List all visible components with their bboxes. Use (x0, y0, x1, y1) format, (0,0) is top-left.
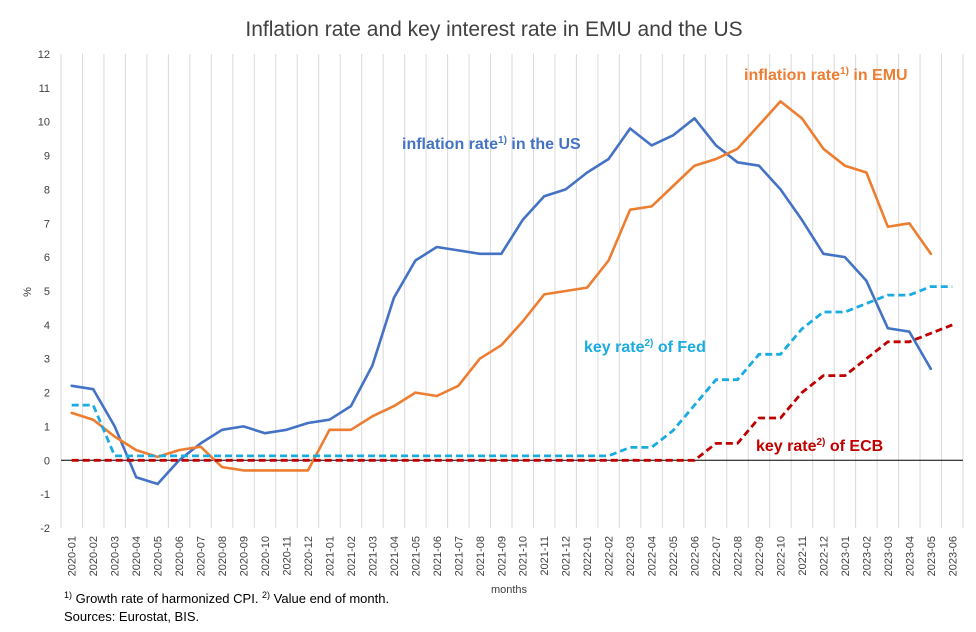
x-tick-label: 2023-01 (840, 536, 852, 576)
y-tick-label: 6 (44, 252, 50, 264)
y-tick-label: 2 (44, 388, 50, 400)
x-tick-label: 2020-05 (153, 536, 165, 576)
series-label-suffix: of Fed (653, 339, 705, 356)
y-tick-label: 12 (38, 49, 50, 61)
x-tick-label: 2020-04 (131, 536, 143, 576)
x-tick-label: 2021-02 (346, 536, 358, 576)
y-tick-label: 4 (44, 320, 50, 332)
series-line-emu_inflation (70, 100, 933, 472)
y-tick-label: 1 (44, 421, 50, 433)
x-tick-label: 2022-02 (604, 536, 616, 576)
x-tick-label: 2022-03 (625, 536, 637, 576)
x-tick-label: 2020-07 (196, 536, 208, 576)
series-label-name: inflation rate (402, 136, 498, 153)
footnote-superscript: 2) (262, 590, 270, 600)
x-tick-label: 2022-10 (775, 536, 787, 576)
x-tick-label: 2022-12 (818, 536, 830, 576)
y-tick-label: 11 (39, 83, 50, 95)
x-tick-label: 2021-06 (432, 536, 444, 576)
x-tick-label: 2021-04 (389, 536, 401, 576)
x-tick-label: 2022-01 (582, 536, 594, 576)
x-tick-label: 2021-01 (324, 536, 336, 576)
x-tick-label: 2020-08 (217, 536, 229, 576)
y-tick-label: -2 (40, 523, 50, 535)
x-tick-label: 2021-07 (453, 536, 465, 576)
footnote-text: Value end of month. (270, 591, 389, 606)
series-line-us_inflation (70, 117, 933, 486)
x-tick-label: 2020-03 (110, 536, 122, 576)
x-tick-label: 2022-08 (733, 536, 745, 576)
x-tick-label: 2023-06 (947, 536, 959, 576)
x-tick-label: 2021-05 (410, 536, 422, 576)
x-tick-label: 2020-02 (88, 536, 100, 576)
x-tick-label: 2022-04 (647, 536, 659, 576)
x-tick-label: 2020-06 (174, 536, 186, 576)
x-tick-label: 2021-12 (561, 536, 573, 576)
y-axis-title: % (22, 287, 34, 297)
series-label-emu_inflation: inflation rate1) in EMU (744, 66, 908, 84)
x-tick-label: 2023-02 (861, 536, 873, 576)
series-label-superscript: 1) (498, 135, 507, 146)
x-tick-label: 2022-09 (754, 536, 766, 576)
footnote-sources: Sources: Eurostat, BIS. (64, 609, 199, 624)
y-tick-label: 8 (44, 184, 50, 196)
series-label-superscript: 1) (840, 66, 849, 77)
series-label-superscript: 2) (645, 338, 654, 349)
series-label-suffix: in the US (507, 136, 581, 153)
x-tick-label: 2020-09 (239, 536, 251, 576)
y-tick-label: 5 (44, 286, 50, 298)
x-tick-label: 2022-11 (797, 536, 809, 576)
series-label-suffix: of ECB (825, 438, 883, 455)
series-label-name: key rate (756, 438, 817, 455)
x-tick-label: 2021-08 (475, 536, 487, 576)
footnote: 1) Growth rate of harmonized CPI. 2) Val… (64, 590, 389, 624)
x-tick-label: 2022-05 (668, 536, 680, 576)
x-tick-label: 2020-10 (260, 536, 272, 576)
series-lines (70, 100, 953, 486)
series-label-ecb_rate: key rate2) of ECB (756, 437, 883, 455)
y-tick-label: 9 (44, 151, 50, 163)
y-tick-label: 3 (44, 354, 50, 366)
x-tick-label: 2022-07 (711, 536, 723, 576)
x-tick-label: 2022-06 (690, 536, 702, 576)
x-axis-ticks: 2020-01 2020-02 2020-03 2020-04 2020-05 2020-… (67, 536, 960, 576)
x-tick-label: 2021-09 (496, 536, 508, 576)
series-label-name: key rate (584, 339, 645, 356)
x-tick-label: 2023-04 (904, 536, 916, 576)
chart-title: Inflation rate and key interest rate in … (245, 18, 742, 41)
x-tick-label: 2023-05 (926, 536, 938, 576)
series-line-fed_rate (71, 285, 953, 458)
vertical-gridlines (60, 54, 964, 528)
series-label-suffix: in EMU (849, 67, 908, 84)
series-label-fed_rate: key rate2) of Fed (584, 338, 706, 356)
footnote-line-1: 1) Growth rate of harmonized CPI. 2) Val… (64, 590, 389, 606)
series-line-ecb_rate (71, 323, 953, 462)
y-tick-label: 7 (44, 218, 50, 230)
x-tick-label: 2020-01 (67, 536, 79, 576)
x-axis-title: months (491, 584, 528, 596)
series-label-name: inflation rate (744, 67, 840, 84)
y-tick-label: 10 (38, 117, 50, 129)
footnote-text: Growth rate of harmonized CPI. (72, 591, 262, 606)
x-tick-label: 2023-03 (883, 536, 895, 576)
y-tick-label: -1 (40, 489, 50, 501)
footnote-superscript: 1) (64, 590, 72, 600)
y-tick-label: 0 (44, 455, 50, 467)
x-tick-label: 2021-10 (518, 536, 530, 576)
x-tick-label: 2020-11 (282, 536, 294, 576)
series-label-superscript: 2) (817, 437, 826, 448)
x-tick-label: 2021-11 (539, 536, 551, 576)
series-label-us_inflation: inflation rate1) in the US (402, 135, 581, 153)
x-tick-label: 2020-12 (303, 536, 315, 576)
x-tick-label: 2021-03 (367, 536, 379, 576)
